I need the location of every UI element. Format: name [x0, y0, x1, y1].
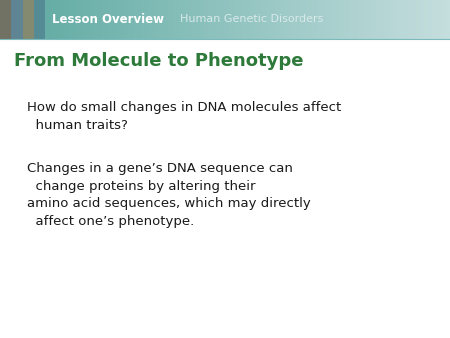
Text: Human Genetic Disorders: Human Genetic Disorders [180, 15, 324, 24]
Bar [11, 0, 22, 39]
Bar [0, 0, 11, 39]
Text: From Molecule to Phenotype: From Molecule to Phenotype [14, 52, 303, 70]
Text: How do small changes in DNA molecules affect
  human traits?: How do small changes in DNA molecules af… [27, 101, 341, 132]
Bar [22, 0, 34, 39]
Text: Lesson Overview: Lesson Overview [52, 13, 164, 26]
Bar [34, 0, 45, 39]
Text: Changes in a gene’s DNA sequence can
  change proteins by altering their
amino a: Changes in a gene’s DNA sequence can cha… [27, 162, 311, 228]
